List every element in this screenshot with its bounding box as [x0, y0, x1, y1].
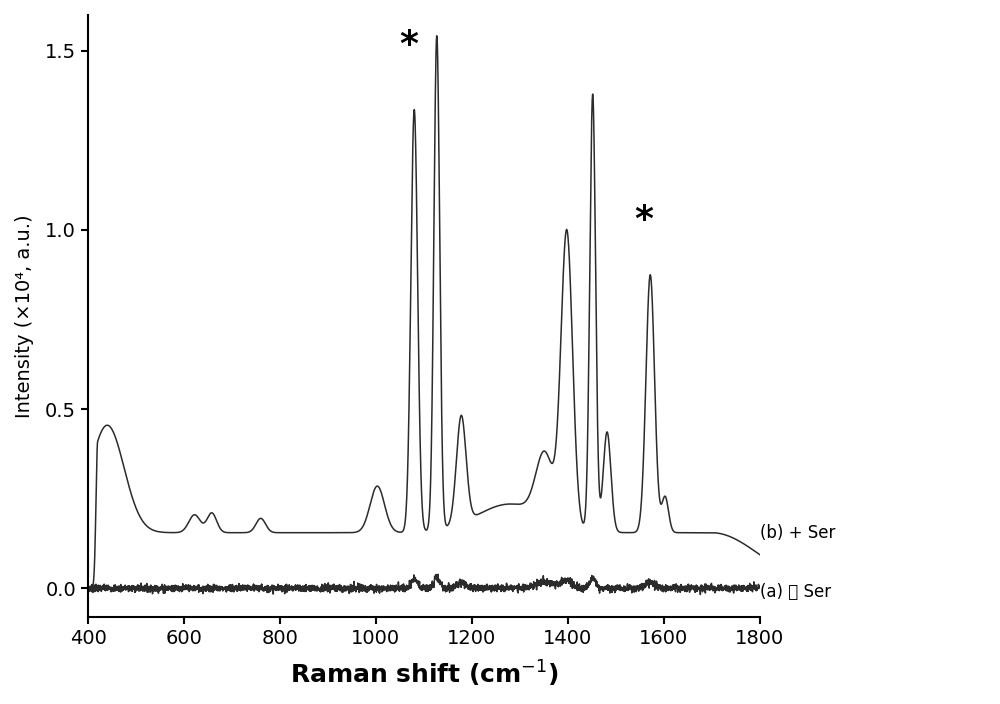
Text: (b) + Ser: (b) + Ser — [760, 524, 835, 541]
X-axis label: Raman shift (cm$^{-1}$): Raman shift (cm$^{-1}$) — [290, 659, 558, 689]
Text: *: * — [634, 203, 653, 237]
Y-axis label: Intensity (×10⁴, a.u.): Intensity (×10⁴, a.u.) — [15, 214, 34, 417]
Text: *: * — [399, 27, 418, 61]
Text: (a) 无 Ser: (a) 无 Ser — [760, 583, 831, 601]
